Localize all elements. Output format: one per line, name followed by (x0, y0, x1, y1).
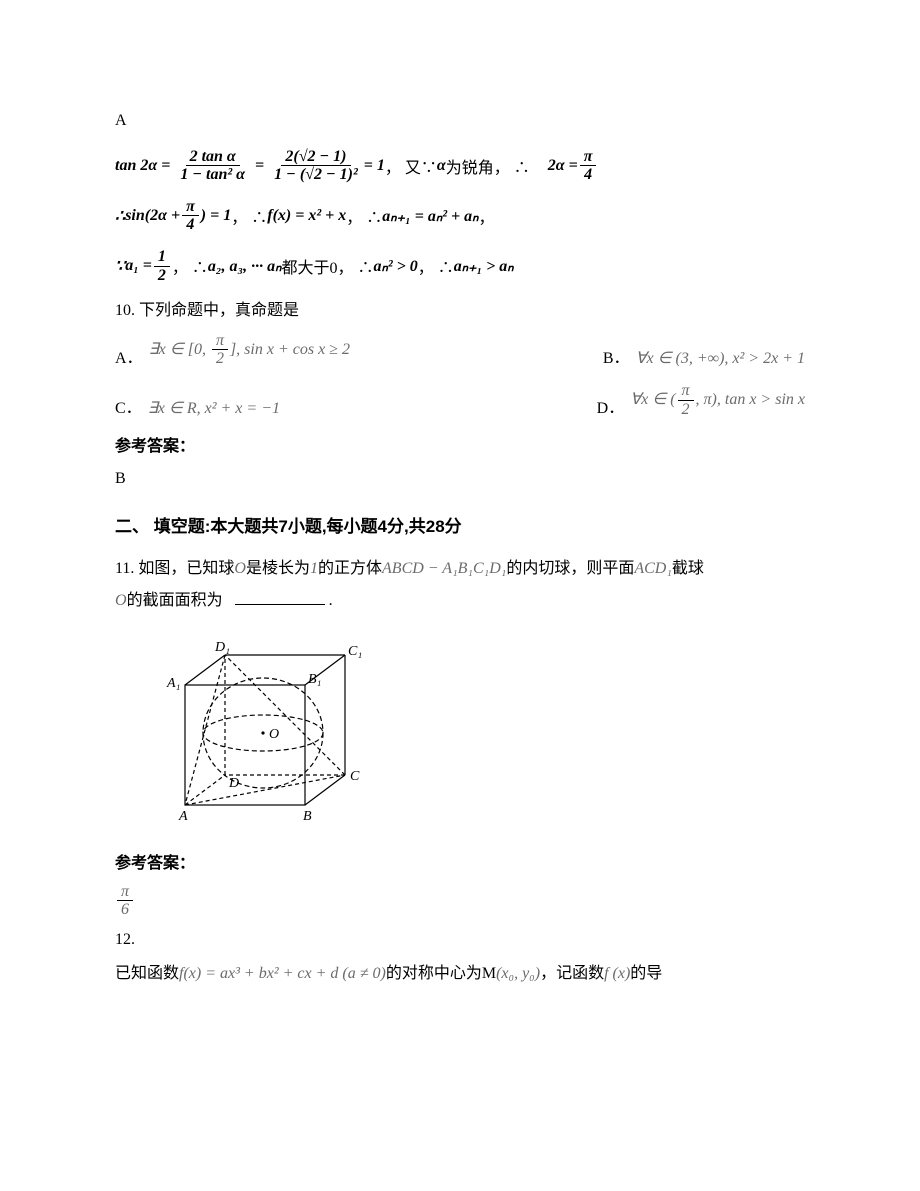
opt-C-expr: ∃x ∈ R, x² + x = −1 (148, 398, 280, 418)
an2-gt0: aₙ² > 0 (373, 256, 417, 276)
label-B: B (303, 809, 312, 824)
q10-options-row-2: C． ∃x ∈ R, x² + x = −1 D． ∀x ∈ (π2, π), … (115, 382, 805, 418)
frac-pi4: π 4 (580, 148, 597, 184)
rhs-2a: 2α = (548, 157, 578, 175)
q10-option-D: D． ∀x ∈ (π2, π), tan x > sin x (597, 382, 805, 418)
opt-B-expr: ∀x ∈ (3, +∞), x² > 2x + 1 (636, 348, 805, 368)
label-D: D (228, 776, 239, 791)
fill-blank (235, 604, 325, 605)
label-A1: A₁ (166, 676, 180, 691)
derivation-row-3: ∵ a₁ = 1 2 ， ∴ a₂, a₃, ··· aₙ 都大于0， ∴ aₙ… (115, 248, 805, 284)
label-B1: B₁ (308, 672, 321, 687)
sin-expr-pre: sin(2α + (125, 207, 180, 225)
opt-label-C: C． (115, 394, 142, 418)
derivation-row-1: tan 2α = 2 tan α 1 − tan² α = 2(√2 − 1) … (115, 148, 805, 184)
label-A: A (178, 809, 188, 824)
cube-diagram: A B C D A₁ B₁ C₁ D₁ O (145, 625, 365, 835)
sin-expr-post: ) = 1 (201, 207, 231, 225)
tail-comma: ， (478, 204, 494, 228)
an1-gt-an: aₙ₊₁ > aₙ (454, 256, 514, 276)
label-D1: D₁ (214, 640, 230, 655)
sep-2a: ， ∴ (231, 204, 267, 228)
seq-a: a₂, a₃, ··· aₙ (208, 256, 282, 276)
document-page: A tan 2α = 2 tan α 1 − tan² α = 2(√2 − 1… (0, 0, 920, 1044)
text-ruijiao: 为锐角， ∴ (446, 154, 530, 178)
tan2a-lhs: tan 2α (115, 157, 157, 175)
q10-answer-label: 参考答案： (115, 432, 805, 456)
q10-options-row-1: A． ∃x ∈ [0, π2], sin x + cos x ≥ 2 B． ∀x… (115, 332, 805, 368)
text-comma1: ， 又∵ (385, 154, 437, 178)
sep-3b: ， ∴ (418, 254, 454, 278)
sep-3a: ， ∴ (172, 254, 208, 278)
therefore-1: ∴ (115, 206, 125, 226)
frac-half: 1 2 (154, 248, 170, 284)
q10-option-C: C． ∃x ∈ R, x² + x = −1 (115, 394, 280, 418)
opt-label-D: D． (597, 394, 625, 418)
q10-stem: 10. 下列命题中，真命题是 (115, 298, 805, 324)
text-gt0: 都大于0， ∴ (281, 254, 373, 278)
q10-answer: B (115, 466, 805, 492)
opt-label-B: B． (603, 344, 630, 368)
label-C: C (350, 769, 360, 784)
frac-pi4-b: π 4 (182, 198, 199, 234)
q10-option-A: A． ∃x ∈ [0, π2], sin x + cos x ≥ 2 (115, 332, 350, 368)
frac-2tana: 2 tan α 1 − tan² α (176, 148, 249, 184)
label-C1: C₁ (348, 644, 362, 659)
alpha: α (437, 157, 446, 175)
frac-sqrt: 2(√2 − 1) 1 − (√2 − 1)² (270, 148, 362, 184)
eq-one: = 1 (364, 157, 385, 175)
q12-stem: 已知函数f(x) = ax³ + bx² + cx + d (a ≠ 0)的对称… (115, 961, 805, 987)
opt-label-A: A． (115, 344, 143, 368)
q12-number: 12. (115, 927, 805, 953)
derivation-row-2: ∴ sin(2α + π 4 ) = 1 ， ∴ f(x) = x² + x ，… (115, 198, 805, 234)
recurrence: aₙ₊₁ = aₙ² + aₙ (382, 206, 478, 226)
q11-answer-label: 参考答案： (115, 849, 805, 873)
label-O: O (269, 727, 279, 742)
sep-2b: ， ∴ (346, 204, 382, 228)
fx-eq: f(x) = x² + x (267, 207, 346, 225)
opt-A-expr: ∃x ∈ [0, π2], sin x + cos x ≥ 2 (149, 332, 350, 368)
a1-lhs: a₁ = (125, 257, 152, 275)
q10-option-B: B． ∀x ∈ (3, +∞), x² > 2x + 1 (603, 344, 805, 368)
q11-answer: π 6 (115, 883, 805, 919)
section-2-heading: 二、 填空题:本大题共7小题,每小题4分,共28分 (115, 512, 805, 537)
opt-D-expr: ∀x ∈ (π2, π), tan x > sin x (630, 382, 805, 418)
prev-answer: A (115, 108, 805, 134)
q11-stem: 11. 如图，已知球O是棱长为1的正方体ABCD − A₁B₁C₁D₁的内切球，… (115, 553, 805, 617)
because: ∵ (115, 256, 125, 276)
